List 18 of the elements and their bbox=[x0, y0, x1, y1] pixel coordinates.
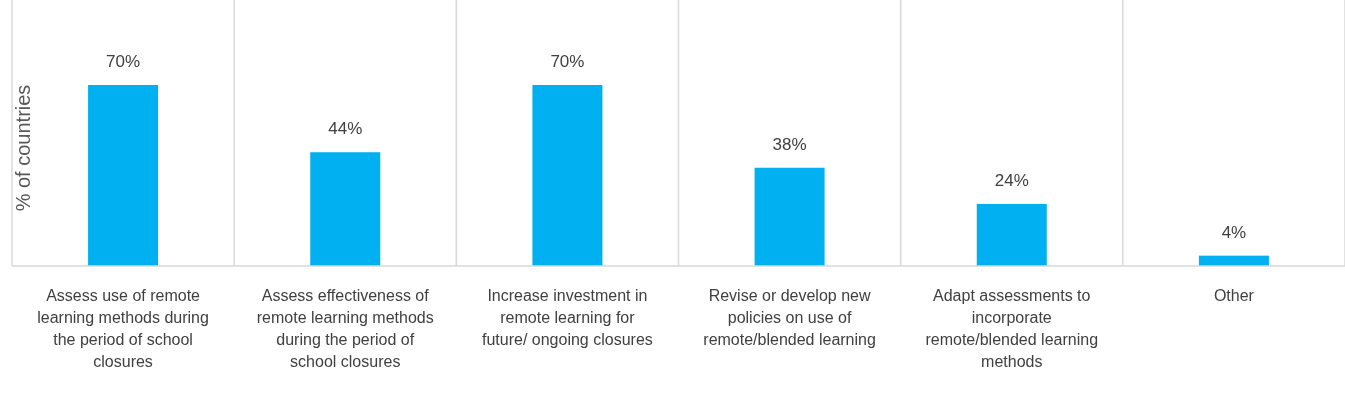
data-label: 24% bbox=[994, 170, 1029, 190]
bar bbox=[976, 203, 1047, 266]
bar bbox=[532, 85, 603, 266]
bar bbox=[754, 167, 825, 266]
data-label: 70% bbox=[106, 52, 141, 71]
x-tick-label: Adapt assessments to incorporate remote/blended learning methods bbox=[925, 287, 1099, 370]
x-tick-label: Revise or develop new policies on use of remote/blended learning bbox=[703, 287, 876, 348]
data-label: 4% bbox=[1221, 222, 1247, 242]
x-tick-label: Assess use of remote learning methods during the period of school closures bbox=[37, 287, 209, 370]
data-label: 44% bbox=[328, 119, 363, 139]
data-label: 70% bbox=[550, 52, 585, 71]
x-tick-label: Increase investment in remote learning for future/ ongoing closures bbox=[482, 287, 653, 348]
x-tick-label: Assess effectiveness of remote learning methods during the period of school closures bbox=[256, 287, 434, 370]
data-label: 38% bbox=[772, 134, 807, 154]
bar bbox=[88, 85, 159, 266]
y-axis-title: % of countries bbox=[12, 84, 34, 212]
bar bbox=[310, 152, 381, 266]
x-tick-label: Other bbox=[1213, 287, 1255, 304]
